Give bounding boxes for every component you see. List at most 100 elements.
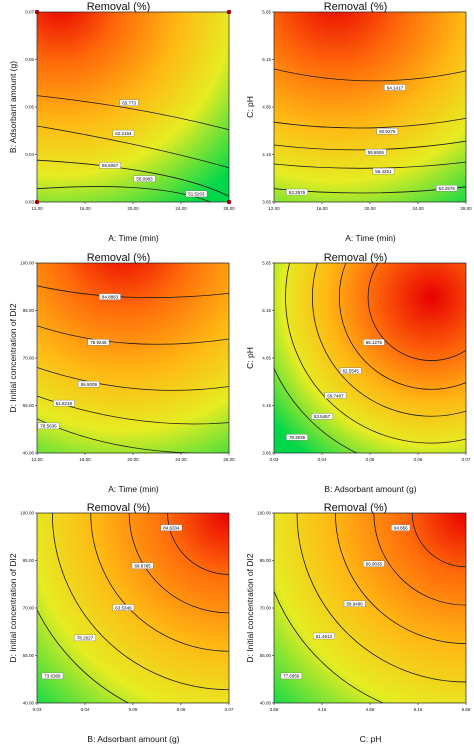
x-tick-label: 0.07 bbox=[462, 457, 471, 462]
x-tick-label: 4.65 bbox=[366, 707, 375, 712]
contour-line-3 bbox=[37, 159, 229, 197]
contour-fill bbox=[274, 263, 466, 453]
contour-panel-2: 12.00 16.00 20.00 24.00 28.00 3.65 4.15 4.65 5.1… bbox=[237, 0, 474, 250]
contour-plot: 12.00 16.00 20.00 24.00 28.00 40.00 55.00 70.00… bbox=[20, 261, 235, 463]
contour-label-box bbox=[365, 148, 387, 156]
contour-label: 60.9276 bbox=[379, 129, 396, 134]
y-tick-label: 4.15 bbox=[262, 152, 271, 157]
contour-label-box bbox=[363, 339, 385, 346]
contour-label: 68.9035 bbox=[366, 562, 383, 567]
contour-panel-4: 0.03 0.04 0.05 0.06 0.07 3.65 4.15 4.65 5.15 5.65… bbox=[237, 251, 474, 501]
y-tick-label: 100.00 bbox=[20, 511, 34, 516]
contour-panel-3: 12.00 16.00 20.00 24.00 28.00 40.00 55.00 70.00… bbox=[0, 251, 237, 501]
contour-label: 65.1276 bbox=[366, 340, 383, 345]
contour-line-3 bbox=[37, 367, 229, 391]
x-tick-label: 0.06 bbox=[177, 707, 186, 712]
contour-label-box bbox=[112, 604, 135, 611]
x-tick-label: 0.05 bbox=[129, 707, 138, 712]
design-point bbox=[226, 9, 232, 15]
y-tick-label: 70.00 bbox=[23, 356, 35, 361]
x-tick-label: 16.00 bbox=[79, 206, 91, 211]
y-axis-label: C: pH bbox=[245, 96, 255, 118]
contour-line-2 bbox=[37, 125, 229, 169]
contour-fill bbox=[37, 12, 229, 202]
contour-label-box bbox=[376, 128, 399, 135]
contour-label-box bbox=[391, 524, 411, 531]
chart-title: Removal (%) bbox=[86, 502, 151, 514]
x-tick-label: 0.07 bbox=[225, 707, 234, 712]
contour-label-box bbox=[160, 524, 183, 531]
contour-line-1 bbox=[37, 95, 229, 131]
contour-label: 51.5203 bbox=[188, 192, 205, 197]
contour-line-1 bbox=[367, 263, 466, 361]
contour-line-1 bbox=[37, 285, 229, 299]
y-tick-label: 5.15 bbox=[262, 57, 271, 62]
y-tick-label: 5.15 bbox=[262, 308, 271, 313]
contour-label-box bbox=[74, 634, 96, 642]
x-tick-label: 28.00 bbox=[223, 206, 235, 211]
x-tick-label: 0.05 bbox=[366, 457, 375, 462]
contour-label-box bbox=[372, 167, 395, 175]
contour-line-4 bbox=[37, 186, 212, 202]
x-tick-label: 28.00 bbox=[223, 457, 235, 462]
y-tick-label: 55.00 bbox=[260, 653, 272, 658]
x-axis-label: B: Adsorbant amount (g) bbox=[87, 734, 180, 744]
contour-label-box bbox=[185, 190, 208, 198]
y-axis-label: D: Initial concentration of DI2 bbox=[8, 303, 18, 413]
contour-plot: 0.03 0.04 0.05 0.06 0.07 3.65 4.15 4.65 5.15 5.65… bbox=[262, 261, 471, 463]
contour-label: 51.6218 bbox=[56, 401, 73, 406]
contour-plot: 12.00 16.00 20.00 24.00 28.00 0.03 0.04 0.05 0.0… bbox=[25, 9, 235, 212]
contour-label-box bbox=[41, 672, 64, 680]
y-tick-label: 5.65 bbox=[262, 10, 271, 15]
contour-label-box bbox=[286, 188, 308, 196]
x-tick-label: 0.04 bbox=[318, 457, 327, 462]
contour-label-box bbox=[119, 99, 139, 106]
contour-label: 55.0983 bbox=[136, 177, 153, 182]
y-tick-label: 85.00 bbox=[23, 558, 35, 563]
contour-label: 58.9496 bbox=[346, 602, 363, 607]
contour-label: 84.856 bbox=[394, 526, 408, 531]
contour-label-box bbox=[53, 399, 75, 407]
x-axis-label: A: Time (min) bbox=[108, 233, 159, 243]
x-tick-label: 16.00 bbox=[79, 457, 91, 462]
y-tick-label: 85.00 bbox=[260, 558, 272, 563]
x-tick-label: 5.65 bbox=[462, 707, 471, 712]
contour-fill bbox=[274, 12, 466, 202]
contour-label-box bbox=[313, 632, 335, 640]
contour-label-box bbox=[436, 185, 458, 192]
contour-label: 84.8883 bbox=[102, 295, 119, 300]
contour-label: 58.6067 bbox=[102, 163, 119, 168]
contour-label-box bbox=[324, 392, 347, 399]
x-tick-label: 28.00 bbox=[460, 206, 472, 211]
contour-label: 63.5349 bbox=[115, 605, 132, 610]
contour-label: 59.6926 bbox=[368, 150, 385, 155]
y-tick-label: 70.00 bbox=[260, 606, 272, 611]
x-axis-label: C: pH bbox=[359, 734, 382, 744]
chart-title: Removal (%) bbox=[86, 252, 151, 264]
contour-label: 62.5545 bbox=[343, 369, 360, 374]
contour-label-box bbox=[99, 293, 121, 300]
contour-label-box bbox=[363, 560, 385, 567]
contour-label-box bbox=[311, 413, 333, 420]
contour-label: 53.2576 bbox=[439, 186, 456, 191]
y-tick-label: 0.03 bbox=[25, 200, 34, 205]
contour-label-box bbox=[133, 175, 156, 182]
x-tick-label: 24.00 bbox=[412, 206, 424, 211]
y-tick-label: 3.65 bbox=[262, 451, 271, 456]
contour-label: 78.2627 bbox=[77, 636, 94, 641]
x-tick-label: 5.15 bbox=[414, 707, 423, 712]
contour-label-box bbox=[340, 367, 362, 374]
x-axis-label: A: Time (min) bbox=[108, 484, 159, 494]
y-tick-label: 100.00 bbox=[20, 261, 34, 266]
contour-line-4 bbox=[285, 263, 466, 444]
y-tick-label: 100.00 bbox=[257, 511, 271, 516]
x-tick-label: 0.06 bbox=[414, 457, 423, 462]
contour-label-box bbox=[37, 422, 60, 430]
x-tick-label: 0.04 bbox=[81, 707, 90, 712]
y-tick-label: 40.00 bbox=[23, 701, 35, 706]
contour-label: 53.5467 bbox=[314, 414, 331, 419]
design-point bbox=[226, 199, 232, 205]
contour-line-2 bbox=[274, 118, 466, 129]
contour-label-box bbox=[286, 434, 308, 441]
contour-label: 68.8785 bbox=[134, 564, 151, 569]
